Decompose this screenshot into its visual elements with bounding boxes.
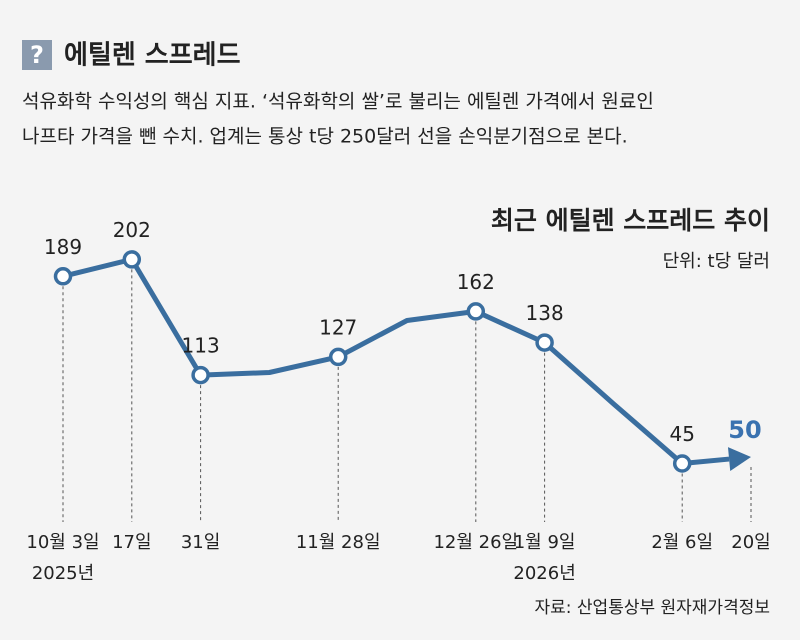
source: 자료: 산업통상부 원자재가격정보 [535, 598, 771, 618]
header-icon: ? [30, 41, 44, 69]
x-tick-label: 11월 28일 [296, 532, 381, 553]
x-tick-label: 20일 [731, 532, 770, 553]
series-line [62, 256, 730, 466]
description-line: 석유화학 수익성의 핵심 지표. ‘석유화학의 쌀’로 불리는 에틸렌 가격에서… [22, 91, 654, 113]
x-tick-label: 12월 26일 [433, 532, 518, 553]
point [466, 302, 486, 321]
point [535, 333, 554, 352]
description-line: 나프타 가격을 뺀 수치. 업계는 통상 t당 250달러 선을 손익분기점으로… [22, 126, 628, 148]
data-label: 45 [669, 422, 694, 446]
x-tick-sublabel: 2026년 [513, 563, 575, 584]
data-label: 138 [526, 301, 564, 325]
point [191, 365, 210, 385]
x-tick-label: 17일 [112, 532, 151, 553]
arrow-head [727, 447, 751, 472]
data-label: 162 [457, 270, 495, 294]
point [328, 347, 348, 367]
chart-title: 최근 에틸렌 스프레드 추이 [491, 206, 770, 235]
x-tick-label: 31일 [181, 532, 220, 553]
unit-label: 단위: t당 달러 [663, 251, 770, 272]
data-label: 113 [182, 334, 220, 358]
data-label: 189 [44, 235, 82, 259]
data-label: 127 [319, 315, 357, 339]
point [672, 454, 692, 473]
data-label: 202 [113, 218, 151, 242]
point [53, 267, 73, 286]
point [122, 250, 142, 269]
header-title: 에틸렌 스프레드 [64, 41, 241, 71]
x-tick-sublabel: 2025년 [32, 563, 94, 584]
x-tick-label: 1월 9일 [514, 532, 576, 553]
data-label: 50 [728, 416, 761, 444]
header-icon-box [22, 40, 52, 70]
x-tick-label: 2월 6일 [651, 532, 713, 553]
x-tick-label: 10월 3일 [26, 532, 99, 553]
